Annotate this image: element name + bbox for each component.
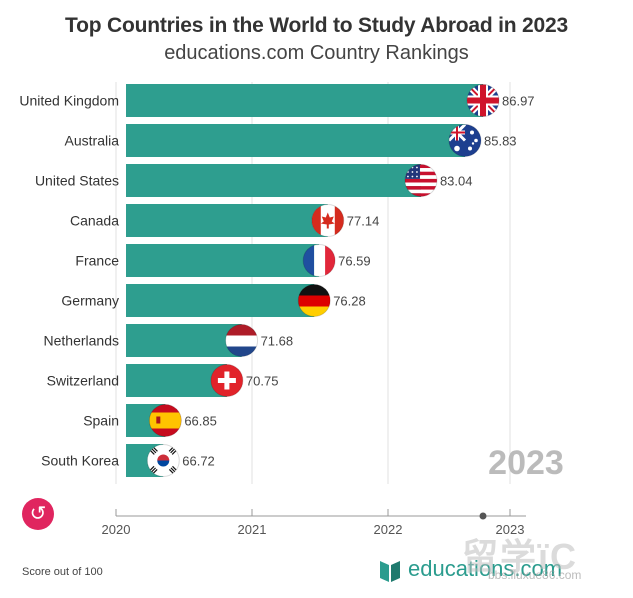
value-label: 70.75 <box>246 374 279 389</box>
bar-germany <box>126 284 315 317</box>
spain-flag-icon <box>149 404 182 437</box>
flag-outline <box>404 164 438 197</box>
category-label: United Kingdom <box>19 93 119 109</box>
value-label: 66.85 <box>184 414 217 429</box>
usa-flag-icon <box>404 164 437 197</box>
x-tick-label: 2021 <box>238 522 267 537</box>
flag-outline <box>297 284 331 317</box>
canada-flag-icon <box>311 204 344 237</box>
x-tick-label: 2022 <box>374 522 403 537</box>
category-label: France <box>75 253 119 269</box>
bar-australia <box>126 124 465 157</box>
timeline-marker <box>479 512 487 520</box>
switzerland-flag-icon <box>210 364 243 397</box>
brand-logo: educations.com <box>378 554 562 584</box>
flag-outline <box>311 204 345 237</box>
flag-outline <box>210 364 244 397</box>
germany-flag-icon <box>298 284 331 317</box>
bar-netherlands <box>126 324 242 357</box>
bar-switzerland <box>126 364 227 397</box>
chart-subtitle: educations.com Country Rankings <box>164 42 469 64</box>
france-flag-icon <box>303 244 336 277</box>
netherlands-flag-icon <box>225 324 258 357</box>
value-label: 77.14 <box>347 214 380 229</box>
current-year-label: 2023 <box>488 444 564 482</box>
flag-outline <box>448 124 482 157</box>
flag-outline <box>148 404 182 437</box>
flag-outline <box>146 444 180 477</box>
category-label: Germany <box>61 293 119 309</box>
brand-name: educations.com <box>408 556 563 581</box>
flag-outline <box>466 84 500 117</box>
uk-flag-icon <box>467 84 499 117</box>
value-label: 76.59 <box>338 254 371 269</box>
category-label: Australia <box>65 133 120 149</box>
replay-button[interactable]: ↺ <box>22 498 54 530</box>
flag-outline <box>302 244 336 277</box>
category-label: Switzerland <box>47 373 119 389</box>
south-korea-flag-icon <box>147 444 180 477</box>
replay-icon: ↺ <box>29 503 47 525</box>
bar-united-states <box>126 164 421 197</box>
category-label: United States <box>35 173 119 189</box>
flag-outline <box>225 324 259 357</box>
value-label: 83.04 <box>440 174 473 189</box>
educations-logo-icon <box>380 561 400 582</box>
value-label: 66.72 <box>182 454 215 469</box>
watermark-url: bbs.liuxue86.com <box>488 568 582 582</box>
chart-title: Top Countries in the World to Study Abro… <box>65 14 568 37</box>
category-label: Spain <box>83 413 119 429</box>
value-label: 76.28 <box>333 294 366 309</box>
bar-france <box>126 244 320 277</box>
bar-united-kingdom <box>126 84 483 117</box>
category-label: Netherlands <box>44 333 120 349</box>
footnote: Score out of 100 <box>22 566 103 578</box>
category-label: South Korea <box>41 453 119 469</box>
value-label: 85.83 <box>484 134 517 149</box>
value-label: 71.68 <box>261 334 294 349</box>
value-label: 86.97 <box>502 94 535 109</box>
bar-canada <box>126 204 328 237</box>
category-label: Canada <box>70 213 119 229</box>
x-tick-label: 2023 <box>496 522 525 537</box>
watermark-text: 留学ïC <box>462 536 579 577</box>
x-tick-label: 2020 <box>102 522 131 537</box>
